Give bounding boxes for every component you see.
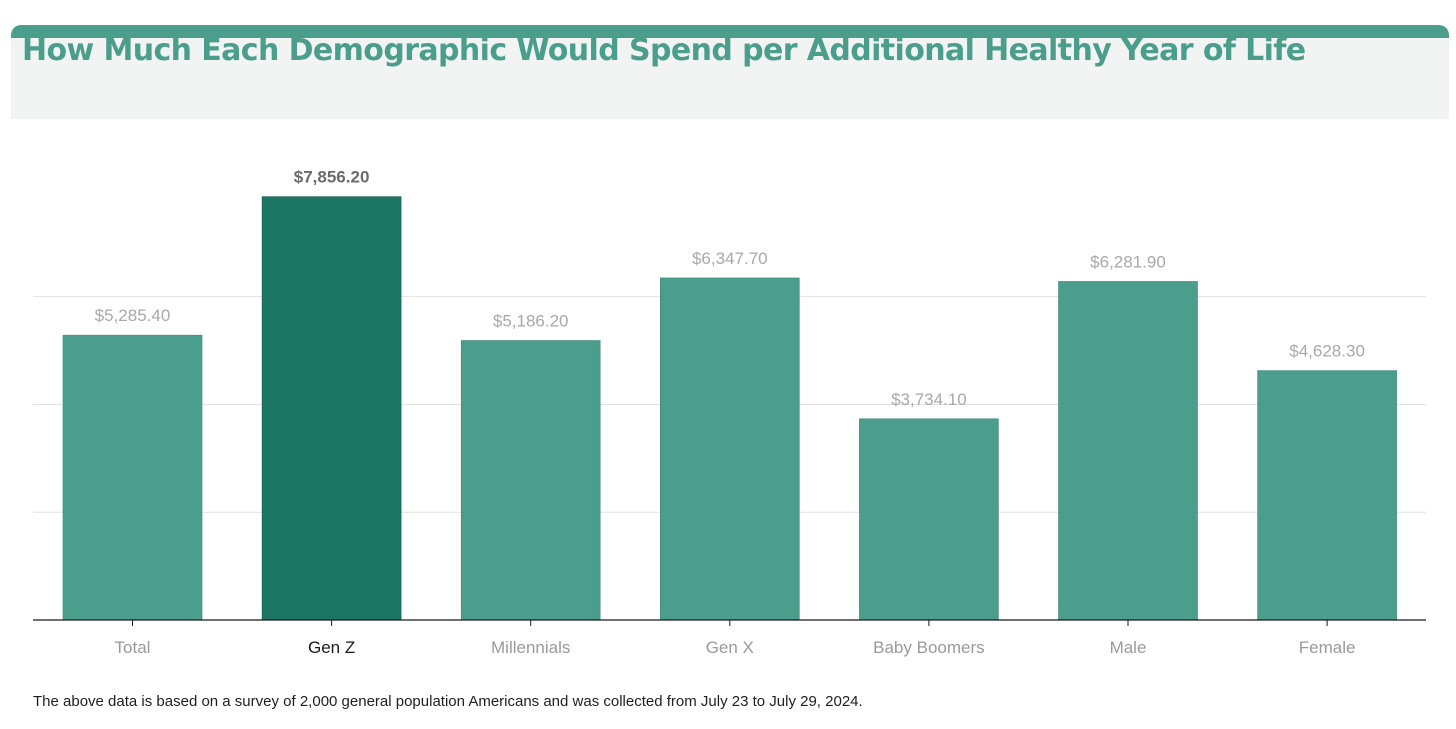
bar [1058, 281, 1198, 621]
bar [859, 418, 999, 621]
data-label: $3,734.10 [891, 390, 967, 409]
header-accent-band [11, 25, 1449, 38]
data-label: $6,347.70 [692, 249, 768, 268]
data-label: $5,285.40 [95, 306, 171, 325]
data-label: $6,281.90 [1090, 252, 1166, 271]
x-tick-label: Female [1299, 638, 1356, 657]
title-header [11, 25, 1449, 119]
x-tick-label: Male [1110, 638, 1147, 657]
x-tick-label: Baby Boomers [873, 638, 985, 657]
bar-chart: $5,285.40 Total $7,856.20 Gen Z $5,186.20 Mil… [33, 168, 1426, 657]
x-tick-label: Total [115, 638, 151, 657]
bar [1257, 370, 1397, 621]
bar [62, 334, 203, 621]
data-label: $4,628.30 [1289, 342, 1365, 361]
chart-title: How Much Each Demographic Would Spend pe… [22, 33, 1306, 68]
data-label: $7,856.20 [294, 168, 370, 187]
bar [659, 277, 800, 621]
survey-footnote: The above data is based on a survey of 2… [33, 693, 863, 710]
x-tick-label: Gen X [706, 638, 754, 657]
x-tick-label: Millennials [491, 638, 570, 657]
bar [460, 340, 601, 621]
data-label: $5,186.20 [493, 312, 569, 331]
bar [261, 196, 402, 621]
x-tick-label: Gen Z [308, 638, 355, 657]
